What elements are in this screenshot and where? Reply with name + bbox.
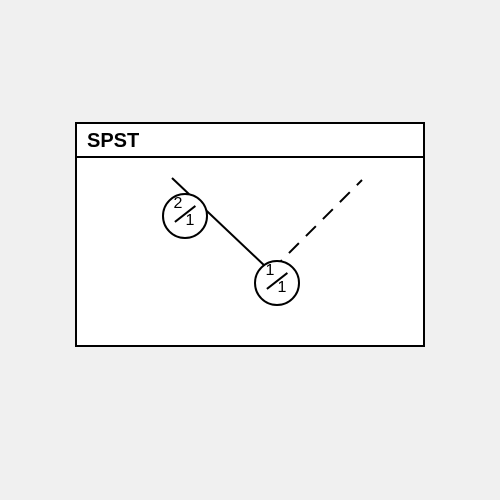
panel-title: SPST	[77, 124, 423, 158]
node-2-1-numerator: 2	[174, 196, 183, 212]
node-1-1-numerator: 1	[266, 263, 275, 279]
canvas: SPST2111	[0, 0, 500, 500]
node-1-1-denominator: 1	[278, 280, 287, 296]
switch-panel: SPST2111	[75, 122, 425, 347]
node-1-1-label: 11	[255, 259, 299, 307]
panel-body: 2111	[77, 158, 423, 343]
node-2-1-label: 21	[163, 192, 207, 240]
wire-right-wire	[272, 180, 362, 270]
schematic-svg	[77, 158, 423, 345]
node-2-1-denominator: 1	[186, 213, 195, 229]
